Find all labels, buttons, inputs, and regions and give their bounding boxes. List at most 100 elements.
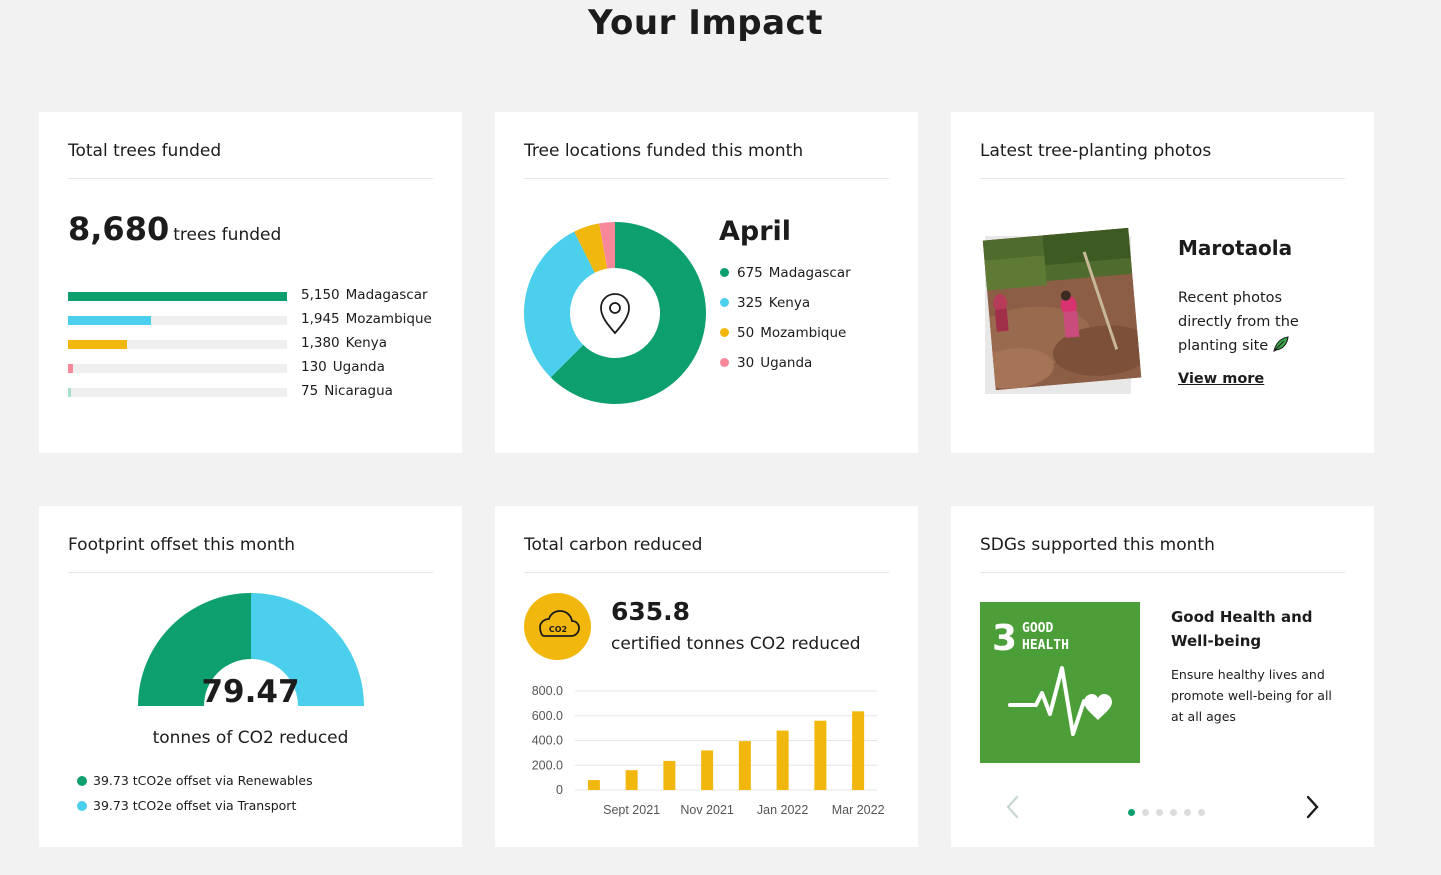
tree-bar-row: 1,945 Mozambique: [68, 309, 448, 333]
carousel-dot[interactable]: [1156, 809, 1163, 816]
sdg-tile-line2: HEALTH: [1022, 638, 1069, 653]
trees-card: Total trees funded 8,680 trees funded 5,1…: [39, 112, 462, 453]
gauge-segment: [138, 593, 251, 706]
legend-value: 50: [737, 325, 755, 341]
carbon-bar: [814, 720, 827, 790]
map-pin-icon: [600, 293, 630, 335]
x-tick-label: Nov 2021: [680, 803, 734, 817]
tree-bar-row: 130 Uganda: [68, 357, 448, 381]
divider: [980, 178, 1345, 179]
y-tick-label: 600.0: [532, 709, 563, 723]
divider: [524, 572, 889, 573]
card-title: Footprint offset this month: [68, 535, 296, 555]
bar-fill: [68, 340, 127, 349]
donut-slice: [550, 222, 706, 404]
page-title: Your Impact: [588, 3, 823, 43]
x-tick-label: Jan 2022: [757, 803, 808, 817]
carbon-bar: [776, 730, 789, 790]
legend-country: Madagascar: [768, 265, 851, 281]
location-legend-item: 30 Uganda: [720, 355, 812, 371]
y-tick-label: 0: [556, 783, 563, 797]
tree-bar-row: 1,380 Kenya: [68, 333, 448, 357]
bar-fill: [68, 316, 151, 325]
bar-fill: [68, 364, 73, 373]
sdg-tile-line1: GOOD: [1022, 621, 1053, 636]
location-legend-item: 325 Kenya: [720, 295, 810, 311]
bar-value: 5,150: [301, 287, 340, 303]
trees-total: 8,680 trees funded: [68, 210, 281, 248]
donut-slice: [599, 222, 615, 269]
bar-country: Mozambique: [345, 311, 432, 327]
locations-card: Tree locations funded this month April 6…: [495, 112, 918, 453]
bar-track: [68, 388, 287, 397]
divider: [980, 572, 1345, 573]
sdg-description: Ensure healthy lives and promote well-be…: [1171, 667, 1332, 724]
bar-country: Nicaragua: [324, 383, 393, 399]
co2-cloud-icon: CO2: [524, 593, 591, 660]
legend-country: Mozambique: [760, 325, 847, 341]
carbon-bar: [663, 760, 676, 790]
bar-fill: [68, 292, 287, 301]
bar-country: Uganda: [332, 359, 385, 375]
carbon-bar: [587, 780, 600, 790]
trees-total-unit: trees funded: [173, 225, 282, 245]
divider: [68, 178, 433, 179]
heart-icon: [1084, 694, 1112, 720]
legend-dot: [720, 328, 729, 337]
x-tick-label: Sept 2021: [603, 803, 660, 817]
carbon-bar: [701, 750, 714, 790]
sdg-name: Good Health and Well-being: [1171, 608, 1313, 650]
location-legend-item: 675 Madagascar: [720, 265, 851, 281]
x-tick-label: Mar 2022: [832, 803, 885, 817]
carousel-dot[interactable]: [1198, 809, 1205, 816]
legend-value: 325: [737, 295, 763, 311]
legend-dot: [720, 358, 729, 367]
legend-country: Uganda: [760, 355, 813, 371]
tree-planting-photo[interactable]: [982, 227, 1142, 391]
offset-legend-item: 39.73 tCO2e offset via Renewables: [77, 773, 313, 788]
tree-bar-row: 75 Nicaragua: [68, 381, 448, 405]
y-tick-label: 200.0: [532, 758, 563, 772]
divider: [68, 572, 433, 573]
view-more-link[interactable]: View more: [1178, 371, 1265, 387]
footprint-caption: tonnes of CO2 reduced: [152, 728, 349, 748]
co2-icon-label: CO2: [549, 625, 567, 634]
carousel-dot[interactable]: [1142, 809, 1149, 816]
location-legend-item: 50 Mozambique: [720, 325, 846, 341]
bar-label: 5,150 Madagascar: [301, 287, 428, 303]
bar-track: [68, 340, 287, 349]
carousel-prev-button[interactable]: [1001, 792, 1025, 822]
carousel-dot[interactable]: [1184, 809, 1191, 816]
sdg-tile: 3 GOOD HEALTH: [980, 602, 1140, 763]
bar-value: 75: [301, 383, 319, 399]
donut-slice: [574, 223, 608, 273]
sdg-card: SDGs supported this month 3 GOOD HEALTH …: [951, 506, 1374, 847]
offset-legend-item: 39.73 tCO2e offset via Transport: [77, 798, 296, 813]
offset-label: 39.73 tCO2e offset via Renewables: [93, 773, 313, 788]
y-tick-label: 800.0: [532, 684, 563, 698]
month-label: April: [719, 216, 792, 247]
leaf-icon: [1272, 335, 1290, 361]
carbon-caption: certified tonnes CO2 reduced: [611, 634, 861, 654]
carousel-dot[interactable]: [1128, 809, 1135, 816]
card-title: Latest tree-planting photos: [980, 141, 1212, 161]
y-tick-label: 400.0: [532, 734, 563, 748]
legend-value: 675: [737, 265, 763, 281]
footprint-card: Footprint offset this month 79.47 tonnes…: [39, 506, 462, 847]
bar-value: 1,945: [301, 311, 340, 327]
carbon-value: 635.8: [611, 597, 691, 626]
carbon-card: Total carbon reduced CO2 635.8 certified…: [495, 506, 918, 847]
locations-donut-chart: [524, 222, 706, 404]
bar-label: 1,945 Mozambique: [301, 311, 432, 327]
tree-bar-row: 5,150 Madagascar: [68, 285, 448, 309]
card-title: Tree locations funded this month: [524, 141, 804, 161]
carbon-bar: [738, 741, 751, 790]
carousel-next-button[interactable]: [1300, 792, 1324, 822]
sdg-number: 3: [992, 618, 1017, 659]
carbon-bar-chart: 800.0 600.0 400.0 200.0 0 Sept 2021 Nov 2021 Ja…: [532, 684, 885, 817]
bar-fill: [68, 388, 71, 397]
chevron-left-icon: [1006, 795, 1019, 819]
carousel-dot[interactable]: [1170, 809, 1177, 816]
photo-description: Recent photos directly from the planting…: [1178, 286, 1318, 361]
legend-country: Kenya: [768, 295, 811, 311]
